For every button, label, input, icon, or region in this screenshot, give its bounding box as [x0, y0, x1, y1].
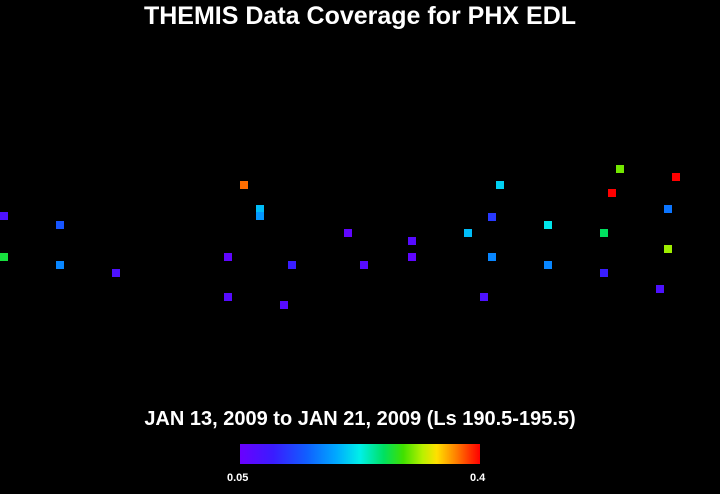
- coverage-point: [224, 293, 232, 301]
- coverage-point: [672, 173, 680, 181]
- coverage-point: [0, 212, 8, 220]
- coverage-point: [280, 301, 288, 309]
- coverage-point: [408, 253, 416, 261]
- coverage-point: [112, 269, 120, 277]
- colorbar-max-label: 0.4: [470, 472, 486, 484]
- coverage-point: [288, 261, 296, 269]
- coverage-point: [464, 229, 472, 237]
- colorbar-min-label: 0.05: [227, 472, 249, 484]
- coverage-point: [488, 213, 496, 221]
- coverage-point: [56, 261, 64, 269]
- coverage-point: [664, 205, 672, 213]
- colorbar: [240, 444, 480, 464]
- coverage-point: [608, 189, 616, 197]
- coverage-point: [344, 229, 352, 237]
- coverage-point: [656, 285, 664, 293]
- coverage-point: [600, 229, 608, 237]
- chart-title: THEMIS Data Coverage for PHX EDL: [143, 2, 577, 30]
- coverage-point: [224, 253, 232, 261]
- coverage-point: [256, 212, 264, 220]
- coverage-point: [544, 221, 552, 229]
- coverage-point: [480, 293, 488, 301]
- coverage-point: [664, 245, 672, 253]
- coverage-point: [56, 221, 64, 229]
- coverage-point: [616, 165, 624, 173]
- coverage-point: [408, 237, 416, 245]
- coverage-point: [256, 205, 264, 213]
- coverage-point: [600, 269, 608, 277]
- date-range-label: JAN 13, 2009 to JAN 21, 2009 (Ls 190.5-1…: [144, 408, 576, 430]
- coverage-point: [496, 181, 504, 189]
- coverage-point: [544, 261, 552, 269]
- coverage-point: [240, 181, 248, 189]
- coverage-point: [360, 261, 368, 269]
- coverage-point: [488, 253, 496, 261]
- coverage-point: [0, 253, 8, 261]
